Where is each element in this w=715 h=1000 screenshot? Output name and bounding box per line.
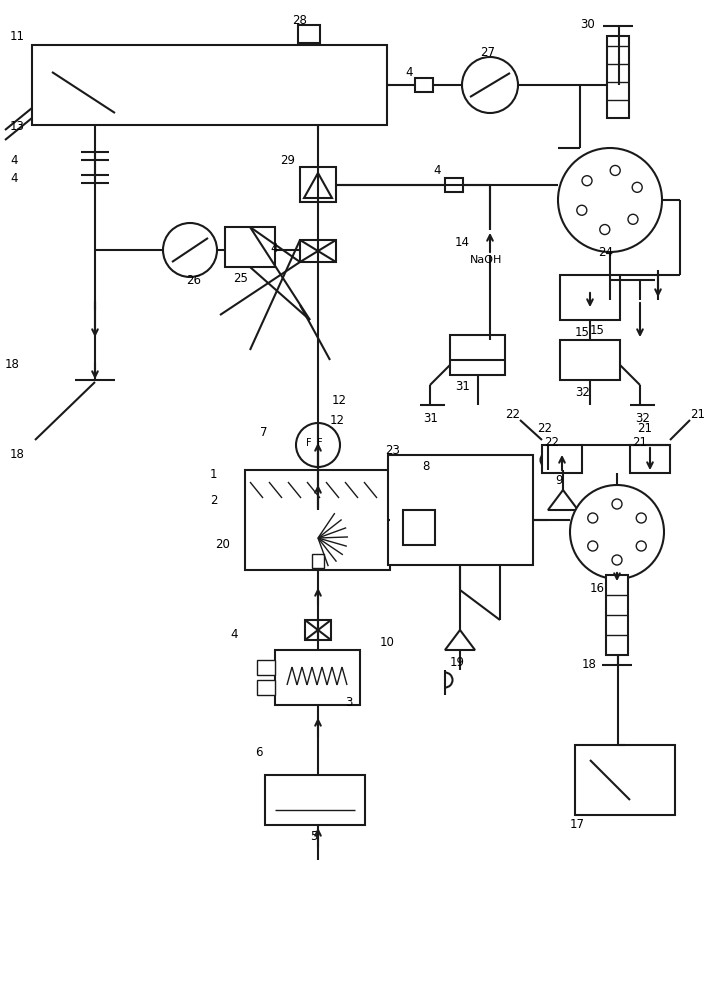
Text: 12: 12 bbox=[332, 393, 347, 406]
Bar bbox=[300, 167, 336, 202]
Text: F: F bbox=[306, 438, 312, 448]
Text: 20: 20 bbox=[215, 538, 230, 552]
Text: 18: 18 bbox=[10, 448, 25, 462]
Circle shape bbox=[163, 223, 217, 277]
Bar bbox=[403, 510, 435, 545]
Text: 28: 28 bbox=[292, 13, 307, 26]
Text: 5: 5 bbox=[310, 830, 317, 844]
Circle shape bbox=[636, 541, 646, 551]
Text: 19: 19 bbox=[450, 656, 465, 668]
Text: 18: 18 bbox=[5, 359, 20, 371]
Circle shape bbox=[628, 214, 638, 224]
Text: 9: 9 bbox=[555, 474, 563, 487]
Text: 21: 21 bbox=[632, 436, 647, 448]
Polygon shape bbox=[548, 490, 578, 510]
Bar bbox=[560, 275, 620, 320]
Text: 4: 4 bbox=[10, 153, 17, 166]
Circle shape bbox=[588, 541, 598, 551]
Text: 3: 3 bbox=[345, 696, 352, 708]
Bar bbox=[388, 455, 533, 565]
Bar bbox=[305, 620, 331, 640]
Text: 22: 22 bbox=[537, 422, 552, 434]
Circle shape bbox=[577, 205, 587, 215]
Bar bbox=[32, 45, 387, 125]
Text: 18: 18 bbox=[582, 658, 597, 672]
Bar bbox=[225, 227, 275, 267]
Circle shape bbox=[558, 148, 662, 252]
Bar bbox=[542, 445, 582, 473]
Bar bbox=[257, 680, 275, 695]
Bar bbox=[450, 335, 505, 375]
Bar bbox=[265, 775, 365, 825]
Text: 4: 4 bbox=[10, 172, 17, 184]
Bar bbox=[257, 660, 275, 675]
Bar bbox=[445, 178, 463, 192]
Text: 16: 16 bbox=[590, 582, 605, 594]
Text: 22: 22 bbox=[544, 436, 559, 448]
Text: 4: 4 bbox=[405, 66, 413, 80]
Text: 10: 10 bbox=[380, 636, 395, 648]
Text: 21: 21 bbox=[690, 408, 705, 422]
Circle shape bbox=[462, 57, 518, 113]
Circle shape bbox=[570, 485, 664, 579]
Text: 15: 15 bbox=[575, 326, 590, 338]
Text: 4: 4 bbox=[433, 163, 440, 176]
Text: 2: 2 bbox=[210, 493, 217, 506]
Polygon shape bbox=[304, 173, 332, 198]
Circle shape bbox=[632, 182, 642, 192]
Bar bbox=[560, 340, 620, 380]
Polygon shape bbox=[445, 630, 475, 650]
Text: 31: 31 bbox=[455, 380, 470, 393]
Bar bbox=[607, 36, 629, 118]
Circle shape bbox=[296, 423, 340, 467]
Text: 21: 21 bbox=[637, 422, 652, 434]
Text: 29: 29 bbox=[280, 153, 295, 166]
Circle shape bbox=[636, 513, 646, 523]
Text: 13: 13 bbox=[10, 120, 25, 133]
Bar bbox=[630, 445, 670, 473]
Circle shape bbox=[612, 555, 622, 565]
Bar bbox=[312, 554, 324, 568]
Text: 22: 22 bbox=[505, 408, 520, 422]
Text: 30: 30 bbox=[580, 18, 595, 31]
Text: 8: 8 bbox=[422, 460, 430, 473]
Bar bbox=[300, 240, 336, 262]
Text: F: F bbox=[317, 438, 322, 448]
Circle shape bbox=[612, 499, 622, 509]
Text: 4: 4 bbox=[230, 629, 237, 642]
Bar bbox=[575, 745, 675, 815]
Text: 1: 1 bbox=[210, 468, 217, 482]
Bar bbox=[245, 470, 390, 570]
Text: 17: 17 bbox=[570, 818, 585, 832]
Text: 12: 12 bbox=[330, 414, 345, 426]
Text: 24: 24 bbox=[598, 245, 613, 258]
Text: 25: 25 bbox=[233, 271, 248, 284]
Bar bbox=[275, 650, 360, 705]
Text: 14: 14 bbox=[455, 236, 470, 249]
Text: 4: 4 bbox=[270, 241, 277, 254]
Circle shape bbox=[610, 165, 620, 175]
Text: 15: 15 bbox=[590, 324, 605, 336]
Circle shape bbox=[588, 513, 598, 523]
Text: 7: 7 bbox=[260, 426, 267, 438]
Text: 31: 31 bbox=[423, 412, 438, 424]
Text: 32: 32 bbox=[575, 385, 590, 398]
Text: 32: 32 bbox=[635, 412, 650, 424]
Circle shape bbox=[582, 176, 592, 186]
Text: 23: 23 bbox=[385, 444, 400, 456]
Text: NaOH: NaOH bbox=[470, 255, 503, 265]
Bar bbox=[415, 78, 433, 92]
Bar bbox=[606, 575, 628, 655]
Text: 6: 6 bbox=[255, 746, 262, 758]
Text: 27: 27 bbox=[480, 45, 495, 58]
Text: 26: 26 bbox=[186, 273, 201, 286]
Circle shape bbox=[600, 225, 610, 235]
Text: 11: 11 bbox=[10, 30, 25, 43]
Bar bbox=[298, 25, 320, 43]
